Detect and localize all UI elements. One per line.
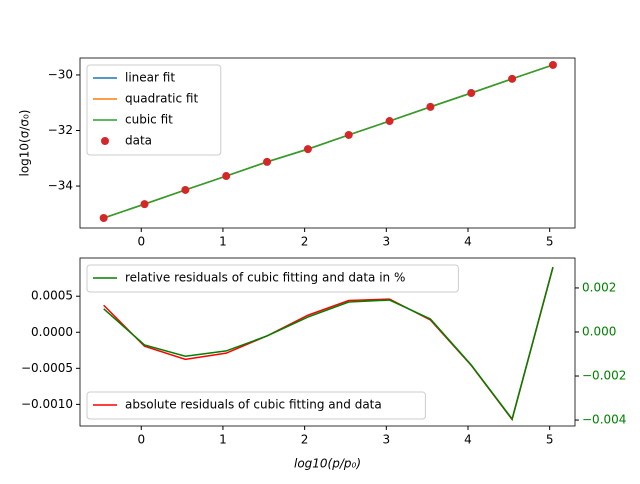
y-tick-label: −0.0010 (21, 397, 73, 411)
y-tick-label: −32 (48, 123, 73, 137)
legend-label: absolute residuals of cubic fitting and … (125, 398, 382, 412)
y2-tick-label: 0.002 (582, 280, 616, 294)
series-line (103, 64, 554, 219)
data-point (303, 145, 312, 154)
data-point (222, 172, 231, 181)
legend-label: data (125, 134, 152, 148)
y2-tick-label: 0.000 (582, 324, 616, 338)
axes-frame (79, 257, 576, 427)
legend-label: quadratic fit (125, 92, 198, 106)
y-tick-label: −30 (48, 67, 73, 81)
x-tick-label: 5 (546, 235, 554, 249)
x-tick-label: 2 (301, 433, 309, 447)
x-tick-label: 4 (464, 235, 472, 249)
data-point (467, 89, 476, 97)
x-tick-label: 5 (546, 433, 554, 447)
y-tick-label: −34 (48, 179, 73, 193)
axes-frame (79, 57, 576, 229)
y-axis-label: log10(σ/σ₀) (18, 110, 32, 177)
x-axis-label: log10(p/p₀) (294, 457, 361, 471)
x-tick-label: 2 (301, 235, 309, 249)
data-point (140, 200, 149, 209)
legend-box (86, 264, 459, 293)
series-line (103, 266, 554, 421)
x-tick-label: 3 (382, 235, 390, 249)
legend-label: linear fit (125, 71, 175, 85)
x-tick-label: 4 (464, 433, 472, 447)
legend-box (86, 391, 426, 420)
x-tick-label: 3 (382, 433, 390, 447)
x-tick-label: 0 (137, 235, 145, 249)
data-point (548, 60, 557, 69)
data-point (385, 117, 394, 126)
data-point (426, 102, 435, 111)
legend-label: relative residuals of cubic fitting and … (125, 271, 405, 285)
x-tick-label: 1 (219, 235, 227, 249)
legend-marker (101, 137, 109, 145)
y-tick-label: 0.0005 (31, 289, 73, 303)
x-tick-label: 1 (219, 433, 227, 447)
data-point (508, 74, 517, 83)
legend-label: cubic fit (125, 113, 173, 127)
x-tick-label: 0 (137, 433, 145, 447)
y2-tick-label: −0.002 (582, 369, 626, 383)
y-tick-label: 0.0000 (31, 325, 73, 339)
y2-tick-label: −0.004 (582, 413, 626, 427)
legend-box (86, 64, 222, 156)
data-point (99, 214, 108, 222)
data-point (344, 130, 353, 139)
data-point (181, 185, 190, 194)
y-tick-label: −0.0005 (21, 361, 73, 375)
data-point (263, 157, 272, 166)
